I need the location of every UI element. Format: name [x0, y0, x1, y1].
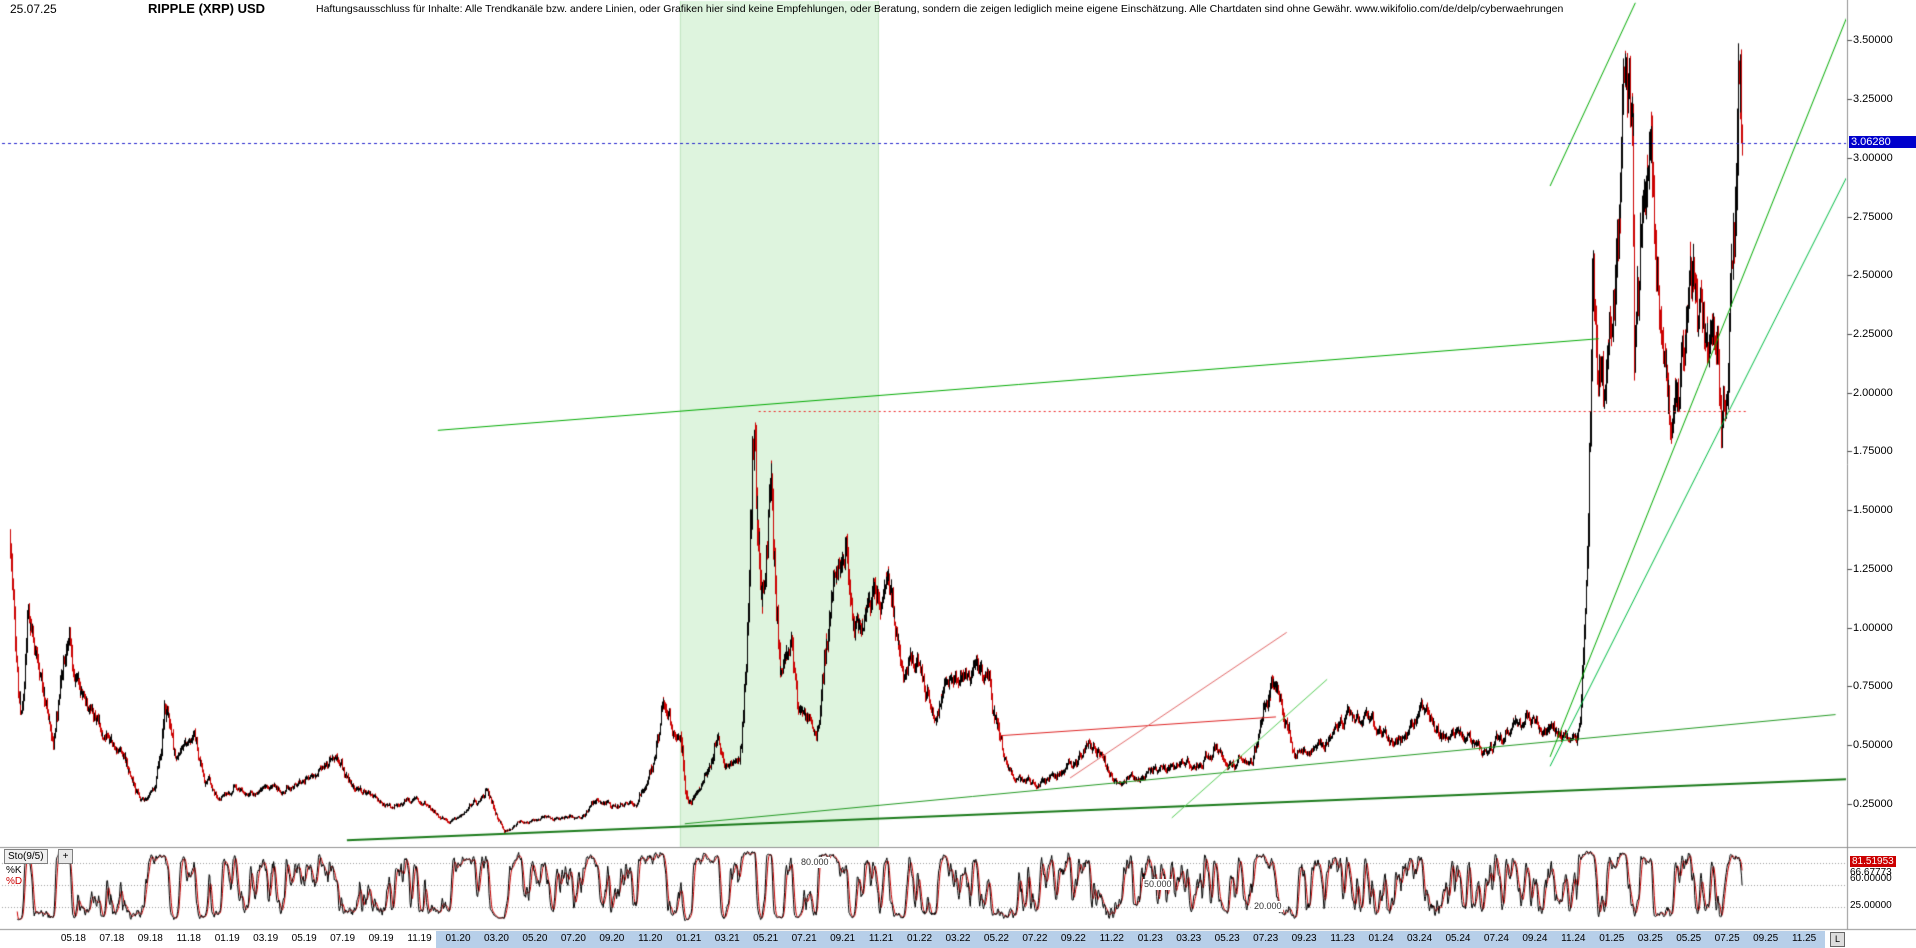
stochastic-level-label: 20.000	[1253, 901, 1283, 913]
indicator-name: Sto(9/5)	[4, 849, 48, 864]
price-tick-label: 2.75000	[1853, 210, 1893, 223]
price-tick-label: 1.00000	[1853, 621, 1893, 634]
time-tick-label: 05.25	[1676, 933, 1702, 944]
time-tick-label: 07.25	[1714, 933, 1740, 944]
stochastic-value-label: 60.00000	[1850, 873, 1892, 885]
time-tick-label: 03.23	[1176, 933, 1202, 944]
indicator-add-button[interactable]: +	[58, 849, 73, 864]
price-tick-label: 2.25000	[1853, 328, 1893, 341]
price-tick-label: 0.25000	[1853, 797, 1893, 810]
price-tick-label: 0.50000	[1853, 739, 1893, 752]
time-tick-label: 07.24	[1483, 933, 1509, 944]
time-tick-label: 09.21	[830, 933, 856, 944]
stochastic-value-label: 25.00000	[1850, 900, 1892, 912]
time-tick-label: 09.22	[1060, 933, 1086, 944]
time-tick-label: 11.20	[638, 933, 663, 944]
time-tick-label: 03.25	[1637, 933, 1663, 944]
time-tick-label: 07.18	[99, 933, 125, 944]
time-tick-label: 05.20	[522, 933, 548, 944]
time-tick-label: 05.23	[1214, 933, 1240, 944]
time-tick-label: 01.19	[214, 933, 240, 944]
time-tick-label: 09.24	[1522, 933, 1548, 944]
price-tick-label: 2.00000	[1853, 386, 1893, 399]
time-tick-label: 11.23	[1330, 933, 1355, 944]
stochastic-k-label: %K	[6, 865, 22, 876]
chart-title: RIPPLE (XRP) USD	[148, 1, 266, 16]
time-tick-label: 01.23	[1137, 933, 1163, 944]
time-tick-label: 11.21	[868, 933, 894, 944]
stochastic-level-label: 80.000	[800, 856, 830, 868]
time-tick-label: 09.20	[599, 933, 625, 944]
time-tick-label: 09.25	[1753, 933, 1779, 944]
time-axis-highlight[interactable]	[436, 931, 1826, 948]
time-tick-label: 03.20	[483, 933, 509, 944]
time-tick-label: 01.22	[907, 933, 933, 944]
time-tick-label: 05.21	[753, 933, 779, 944]
time-tick-label: 03.22	[945, 933, 971, 944]
time-tick-label: 07.21	[791, 933, 817, 944]
last-price-badge: 3.06280	[1849, 136, 1916, 149]
time-tick-label: 03.24	[1406, 933, 1433, 944]
time-tick-label: 05.24	[1445, 933, 1471, 944]
chart-date: 25.07.25	[10, 2, 57, 16]
time-tick-label: 07.23	[1253, 933, 1279, 944]
price-tick-label: 1.25000	[1853, 562, 1893, 575]
price-tick-label: 1.50000	[1853, 504, 1893, 517]
axis-corner-button[interactable]: L	[1830, 932, 1845, 947]
time-tick-label: 07.20	[560, 933, 586, 944]
time-tick-label: 05.19	[291, 933, 317, 944]
price-tick-label: 0.75000	[1853, 680, 1893, 693]
price-tick-label: 2.50000	[1853, 269, 1893, 282]
time-tick-label: 01.24	[1368, 933, 1394, 944]
time-tick-label: 11.18	[176, 933, 201, 944]
price-tick-label: 1.75000	[1853, 445, 1893, 458]
time-tick-label: 09.18	[137, 933, 163, 944]
time-tick-label: 07.19	[330, 933, 356, 944]
price-tick-label: 3.00000	[1853, 151, 1893, 164]
time-tick-label: 11.25	[1791, 933, 1817, 944]
time-tick-label: 05.22	[983, 933, 1009, 944]
price-tick-label: 3.50000	[1853, 34, 1893, 47]
time-tick-label: 01.21	[676, 933, 702, 944]
time-tick-label: 11.22	[1099, 933, 1124, 944]
stochastic-level-label: 50.000	[1143, 879, 1173, 890]
stochastic-value-label: 81.51953	[1850, 855, 1896, 867]
time-tick-label: 03.19	[253, 933, 279, 944]
time-tick-label: 07.22	[1022, 933, 1048, 944]
price-tick-label: 3.25000	[1853, 93, 1893, 106]
time-tick-label: 05.18	[60, 933, 86, 944]
disclaimer-text: Haftungsausschluss für Inhalte: Alle Tre…	[316, 3, 1564, 15]
time-tick-label: 03.21	[714, 933, 740, 944]
time-tick-label: 09.23	[1291, 933, 1317, 944]
time-tick-label: 11.24	[1561, 933, 1586, 944]
time-tick-label: 09.19	[368, 933, 394, 944]
stochastic-d-label: %D	[6, 876, 23, 887]
time-tick-label: 11.19	[407, 933, 432, 944]
time-tick-label: 01.25	[1599, 933, 1625, 944]
time-tick-label: 01.20	[445, 933, 471, 944]
stochastic-value-label: 66.67773	[1850, 866, 1892, 878]
